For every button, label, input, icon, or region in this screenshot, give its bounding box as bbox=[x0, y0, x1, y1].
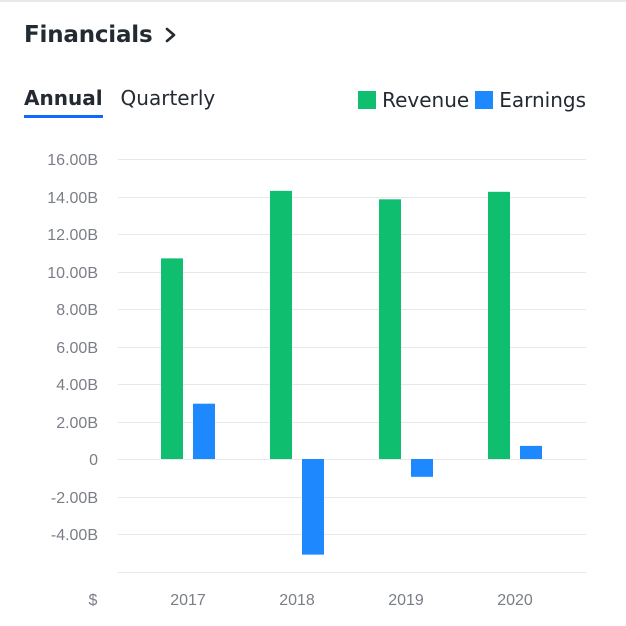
bar-earnings-2019[interactable] bbox=[411, 459, 433, 477]
y-tick-label: 16.00B bbox=[47, 152, 98, 169]
tab-annual[interactable]: Annual bbox=[24, 86, 103, 118]
y-tick-label: 14.00B bbox=[47, 190, 98, 207]
top-border bbox=[0, 0, 626, 2]
y-tick-label: 0 bbox=[89, 452, 98, 469]
y-axis-unit-label: $ bbox=[89, 592, 98, 609]
legend-item-earnings[interactable]: Earnings bbox=[475, 88, 586, 112]
y-tick-label: 10.00B bbox=[47, 265, 98, 282]
y-tick-label: 6.00B bbox=[56, 340, 98, 357]
section-title: Financials bbox=[24, 22, 153, 48]
legend-item-revenue[interactable]: Revenue bbox=[358, 88, 469, 112]
y-tick-label: 2.00B bbox=[56, 415, 98, 432]
bar-revenue-2019[interactable] bbox=[379, 199, 401, 459]
chart-legend: Revenue Earnings bbox=[358, 88, 586, 112]
legend-swatch-earnings bbox=[475, 91, 494, 109]
y-tick-label: 4.00B bbox=[56, 377, 98, 394]
legend-swatch-revenue bbox=[358, 91, 377, 109]
bar-earnings-2020[interactable] bbox=[520, 445, 542, 459]
y-tick-label: -4.00B bbox=[51, 527, 98, 544]
x-tick-label: 2019 bbox=[388, 592, 424, 609]
tab-quarterly[interactable]: Quarterly bbox=[120, 86, 216, 110]
legend-label-earnings: Earnings bbox=[499, 88, 586, 112]
x-tick-label: 2018 bbox=[279, 592, 315, 609]
y-tick-label: 12.00B bbox=[47, 227, 98, 244]
x-tick-label: 2017 bbox=[170, 592, 206, 609]
bar-revenue-2020[interactable] bbox=[488, 191, 510, 459]
financials-header-link[interactable]: Financials bbox=[24, 22, 178, 48]
bar-earnings-2018[interactable] bbox=[302, 459, 324, 555]
bar-revenue-2017[interactable] bbox=[161, 258, 183, 459]
chevron-right-icon bbox=[164, 26, 178, 44]
legend-label-revenue: Revenue bbox=[382, 88, 470, 112]
bar-revenue-2018[interactable] bbox=[270, 190, 292, 459]
bar-earnings-2017[interactable] bbox=[193, 403, 215, 459]
x-tick-label: 2020 bbox=[497, 592, 533, 609]
period-tabs: Annual Quarterly bbox=[24, 86, 215, 118]
y-tick-label: 8.00B bbox=[56, 302, 98, 319]
y-tick-label: -2.00B bbox=[51, 490, 98, 507]
